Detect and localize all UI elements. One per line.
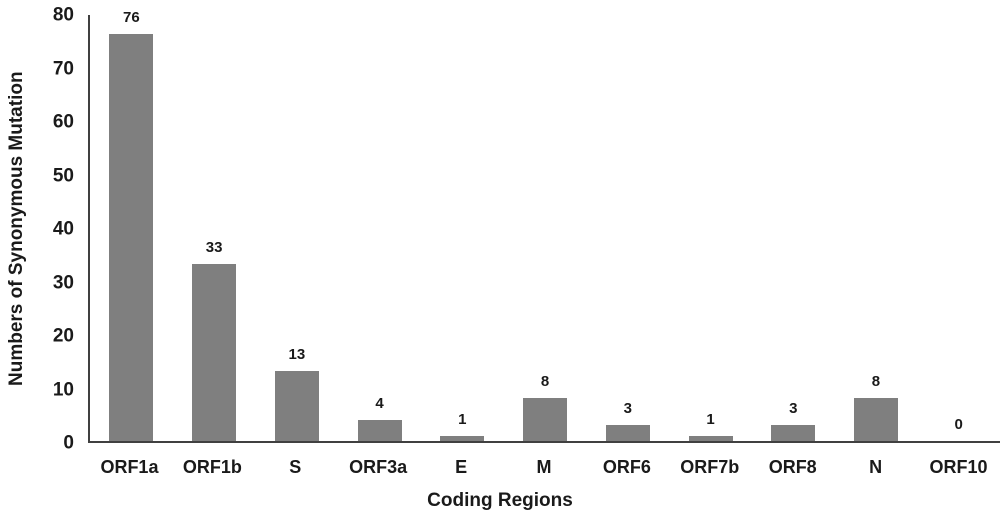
y-tick-label: 80 (52, 4, 74, 26)
bar-slot: 4 (338, 15, 421, 441)
bar-slot: 0 (917, 15, 1000, 441)
bar-ORF3a (357, 419, 402, 441)
bar-slot: 8 (504, 15, 587, 441)
bar-slot: 33 (173, 15, 256, 441)
y-tick-label: 0 (63, 432, 74, 454)
bar-ORF1a (109, 34, 154, 441)
y-axis-tick-labels: 0 10 20 30 40 50 60 70 80 (30, 6, 74, 453)
x-category-label: E (455, 457, 468, 477)
y-tick-label: 40 (52, 218, 74, 240)
bar-slot: 13 (255, 15, 338, 441)
y-tick-label: 30 (52, 272, 74, 293)
bar-N (853, 398, 898, 441)
x-category-label: ORF1a (100, 457, 159, 477)
plot-area: 76 33 13 4 1 8 3 1 3 8 0 (88, 10, 1000, 443)
x-category-label: S (289, 457, 302, 477)
bar-value-label: 0 (954, 416, 963, 433)
y-tick-label: 70 (52, 58, 74, 79)
x-category-label: ORF3a (349, 457, 408, 477)
x-axis-title: Coding Regions (427, 490, 573, 511)
bar-ORF8 (771, 424, 816, 441)
y-tick-label: 20 (52, 325, 74, 347)
bar-M (523, 398, 568, 441)
bar-S (274, 371, 319, 441)
y-tick-label: 50 (52, 165, 74, 186)
bar-value-label: 4 (375, 394, 384, 412)
y-tick-label: 10 (52, 379, 74, 400)
bar-E (440, 435, 485, 441)
x-category-label: ORF6 (602, 457, 651, 477)
bar-slot: 3 (586, 15, 669, 441)
bar-slot: 76 (90, 10, 173, 441)
bar-value-label: 8 (871, 373, 881, 391)
bar-value-label: 1 (706, 410, 715, 428)
bar-value-label: 3 (789, 399, 798, 417)
bar-value-label: 76 (123, 9, 140, 27)
x-category-labels: ORF1a ORF1b S ORF3a E M ORF6 ORF7b ORF8 N ORF10 (88, 457, 1000, 478)
bar-slot: 1 (421, 15, 504, 441)
x-category-label: M (536, 457, 552, 477)
x-category-label: ORF8 (768, 457, 817, 477)
bar-value-label: 33 (205, 239, 223, 257)
x-category-label: ORF7b (680, 457, 740, 477)
bar-value-label: 8 (540, 373, 550, 391)
bar-value-label: 13 (288, 346, 306, 364)
x-category-label: ORF10 (929, 457, 988, 477)
bar-slot: 8 (835, 15, 918, 441)
x-category-label: ORF1b (182, 457, 242, 477)
bar-ORF7b (688, 435, 733, 441)
y-tick-label: 60 (52, 111, 74, 133)
bar-value-label: 1 (458, 410, 467, 428)
bar-slot: 1 (669, 15, 752, 441)
x-category-label: N (869, 457, 883, 477)
y-axis-title: Numbers of Synonymous Mutation (6, 71, 27, 387)
bar-value-label: 3 (623, 399, 632, 417)
bar-ORF6 (605, 424, 650, 441)
bars: 76 33 13 4 1 8 3 1 3 8 0 (90, 10, 1000, 441)
bar-slot: 3 (752, 15, 835, 441)
bar-ORF1b (192, 264, 237, 441)
